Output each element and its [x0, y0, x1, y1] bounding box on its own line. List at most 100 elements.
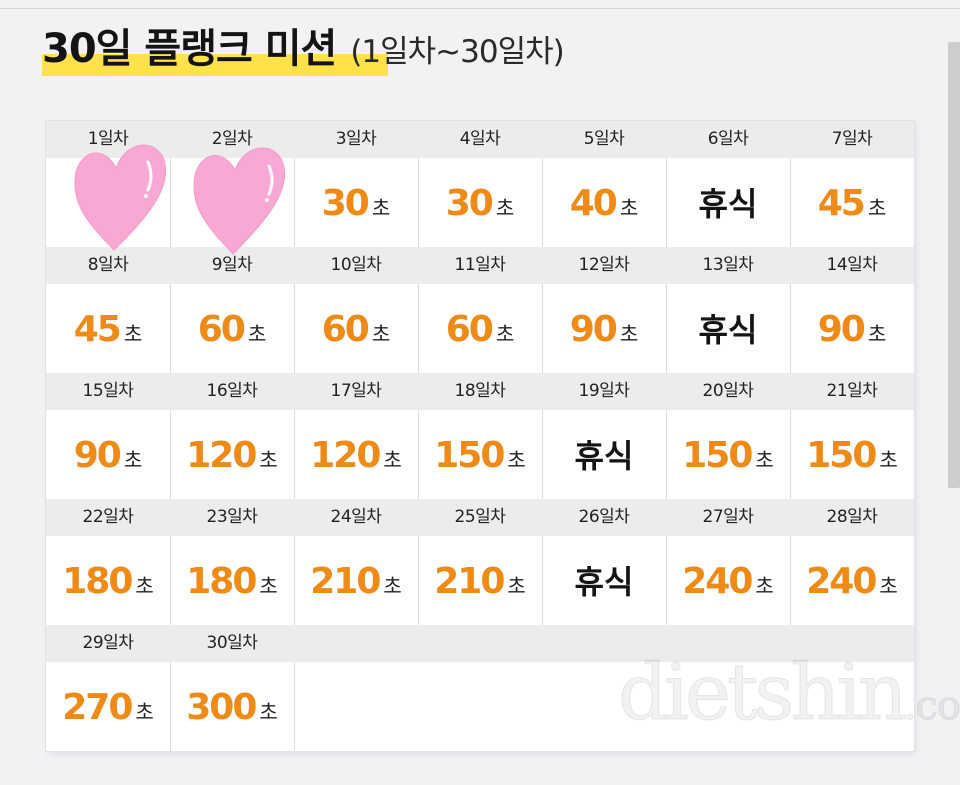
column-divider — [418, 410, 419, 499]
day-cell: 7일차 45 초 — [790, 121, 914, 247]
day-label: 12일차 — [578, 255, 630, 275]
plank-duration: 300 초 — [170, 662, 294, 751]
column-divider — [666, 410, 667, 499]
day-cell: 23일차 180 초 — [170, 499, 294, 625]
duration-value: 40 — [569, 183, 618, 224]
day-header-band — [46, 247, 914, 284]
plank-duration: 210 초 — [294, 536, 418, 625]
scrollbar[interactable] — [948, 42, 960, 488]
seconds-unit: 초 — [879, 448, 898, 472]
day-label: 5일차 — [583, 129, 625, 149]
day-cell: 5일차 40 초 — [542, 121, 666, 247]
day-label: 21일차 — [826, 381, 878, 401]
plank-duration: 60 초 — [170, 284, 294, 373]
seconds-unit: 초 — [619, 196, 639, 220]
plank-duration: 150 초 — [790, 410, 914, 499]
day-cell: 8일차 45 초 — [46, 247, 170, 373]
rest-day-label: 휴식 — [542, 410, 666, 499]
column-divider — [170, 410, 171, 499]
seconds-unit: 초 — [371, 322, 391, 346]
seconds-unit: 초 — [867, 196, 887, 220]
day-label: 9일차 — [211, 255, 253, 275]
duration-value: 240 — [806, 561, 877, 602]
day-label: 16일차 — [206, 381, 258, 401]
duration-value: 240 — [682, 561, 753, 602]
column-divider — [294, 662, 295, 751]
seconds-unit: 초 — [135, 700, 154, 724]
rest-day-label: 휴식 — [542, 536, 666, 625]
duration-value: 60 — [197, 309, 246, 350]
seconds-unit: 초 — [507, 448, 526, 472]
column-divider — [170, 536, 171, 625]
day-cell: 18일차 150 초 — [418, 373, 542, 499]
column-divider — [170, 158, 171, 247]
day-label: 17일차 — [330, 381, 382, 401]
top-divider — [0, 8, 960, 9]
day-cell: 16일차 120 초 — [170, 373, 294, 499]
seconds-unit: 초 — [247, 322, 267, 346]
day-header-band — [46, 625, 914, 662]
duration-value: 60 — [445, 309, 494, 350]
plank-duration: 90 초 — [46, 410, 170, 499]
plank-duration: 150 초 — [418, 410, 542, 499]
column-divider — [294, 410, 295, 499]
day-cell: 11일차 60 초 — [418, 247, 542, 373]
day-cell: 3일차 30 초 — [294, 121, 418, 247]
seconds-unit: 초 — [371, 196, 391, 220]
duration-value: 90 — [817, 309, 866, 350]
duration-value: 120 — [310, 435, 381, 476]
column-divider — [294, 284, 295, 373]
duration-value: 45 — [73, 309, 122, 350]
day-label: 22일차 — [82, 507, 134, 527]
plank-duration: 30 초 — [418, 158, 542, 247]
day-cell: 29일차 270 초 — [46, 625, 170, 751]
day-label: 10일차 — [330, 255, 382, 275]
plank-duration: 120 초 — [294, 410, 418, 499]
seconds-unit: 초 — [123, 322, 143, 346]
rest-text: 휴식 — [698, 185, 758, 223]
day-cell: 20일차 150 초 — [666, 373, 790, 499]
plank-duration: 90 초 — [542, 284, 666, 373]
rest-text: 휴식 — [574, 563, 634, 601]
column-divider — [294, 536, 295, 625]
seconds-unit: 초 — [100, 196, 120, 220]
day-header-band — [46, 373, 914, 410]
seconds-unit: 초 — [495, 196, 515, 220]
page-subtitle: (1일차~30일차) — [350, 34, 564, 70]
plank-duration: 240 초 — [666, 536, 790, 625]
rest-text: 휴식 — [574, 437, 634, 475]
day-cell: 2일차 초 — [170, 121, 294, 247]
duration-value: 300 — [186, 687, 257, 728]
day-cell: 17일차 120 초 — [294, 373, 418, 499]
plank-duration: 40 초 — [542, 158, 666, 247]
day-label: 26일차 — [578, 507, 630, 527]
day-label: 18일차 — [454, 381, 506, 401]
column-divider — [790, 284, 791, 373]
column-divider — [418, 284, 419, 373]
day-label: 28일차 — [826, 507, 878, 527]
column-divider — [418, 536, 419, 625]
day-label: 30일차 — [206, 633, 258, 653]
seconds-unit: 초 — [123, 448, 143, 472]
column-divider — [542, 410, 543, 499]
plank-duration: 210 초 — [418, 536, 542, 625]
plank-duration: 180 초 — [46, 536, 170, 625]
day-label: 1일차 — [87, 129, 129, 149]
seconds-unit: 초 — [259, 700, 278, 724]
day-cell: 30일차 300 초 — [170, 625, 294, 751]
seconds-unit: 초 — [755, 448, 774, 472]
day-header-band — [46, 121, 914, 158]
duration-value: 60 — [321, 309, 370, 350]
day-label: 27일차 — [702, 507, 754, 527]
column-divider — [666, 158, 667, 247]
day-cell: 4일차 30 초 — [418, 121, 542, 247]
column-divider — [542, 284, 543, 373]
plank-duration: 초 — [170, 158, 294, 247]
seconds-unit: 초 — [619, 322, 639, 346]
duration-value: 150 — [434, 435, 505, 476]
plank-duration: 120 초 — [170, 410, 294, 499]
day-cell: 10일차 60 초 — [294, 247, 418, 373]
plank-duration: 240 초 — [790, 536, 914, 625]
seconds-unit: 초 — [224, 196, 244, 220]
column-divider — [790, 158, 791, 247]
